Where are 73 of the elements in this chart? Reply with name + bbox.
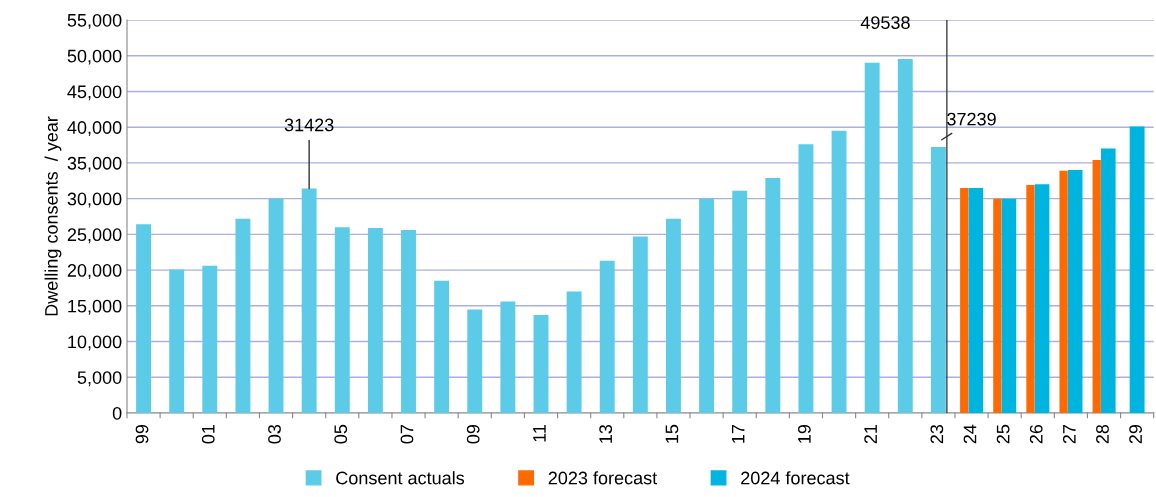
- x-tick-label: 21: [864, 424, 877, 444]
- bar: [367, 227, 383, 413]
- x-tick-label: 25: [996, 424, 1010, 444]
- bar: [301, 188, 317, 413]
- y-tick-label: 10,000: [68, 335, 122, 351]
- bar: [434, 280, 450, 413]
- x-tick-label: 23: [930, 424, 944, 444]
- x-tick-label: 13: [599, 424, 613, 443]
- bar: [1026, 185, 1035, 413]
- y-tick-label: 30,000: [67, 192, 122, 208]
- y-tick-label: 5,000: [77, 371, 122, 387]
- y-tick-label: 55,000: [67, 13, 122, 29]
- x-tick-label: 99: [135, 424, 149, 444]
- y-tick-label: 15,000: [68, 299, 122, 315]
- x-tick-label: 11: [533, 424, 546, 442]
- bar: [1067, 170, 1083, 413]
- bar: [500, 301, 516, 413]
- bar: [960, 187, 969, 413]
- y-tick-label: 25,000: [67, 228, 122, 244]
- x-tick-label: 03: [268, 424, 281, 444]
- bar: [765, 177, 781, 413]
- bar: [566, 291, 582, 413]
- bar: [268, 198, 284, 413]
- bar: [1059, 170, 1068, 413]
- x-tick-label: 29: [1129, 424, 1142, 444]
- bar: [169, 269, 185, 413]
- x-tick-label: 05: [334, 424, 348, 444]
- bar: [831, 130, 847, 413]
- x-tick-label: 24: [963, 424, 977, 444]
- x-tick-label: 15: [665, 424, 679, 443]
- bar: [533, 315, 549, 413]
- y-tick-label: 0: [112, 406, 122, 420]
- bar: [968, 187, 984, 413]
- bar: [202, 265, 218, 413]
- y-tick-label: 45,000: [67, 85, 122, 101]
- bar: [401, 230, 416, 413]
- x-tick-label: 26: [1029, 424, 1043, 444]
- bar: [1034, 184, 1050, 413]
- y-tick-label: 40,000: [67, 121, 122, 137]
- bar: [666, 218, 681, 413]
- bar: [1092, 160, 1101, 413]
- bar: [632, 236, 648, 413]
- x-tick-label: 28: [1096, 424, 1109, 444]
- bar: [1101, 148, 1116, 413]
- bar: [1001, 198, 1017, 413]
- bar: [334, 227, 350, 413]
- bar: [897, 59, 913, 413]
- data-label: 49538: [860, 16, 910, 30]
- x-tick-label: 17: [731, 425, 745, 443]
- x-tick-label: 01: [201, 424, 215, 444]
- x-tick-label: 19: [798, 424, 811, 443]
- y-tick-label: 35,000: [67, 156, 122, 172]
- legend-label: 2023 forecast: [548, 471, 658, 485]
- bar: [136, 224, 152, 413]
- bar: [699, 198, 715, 413]
- data-label: 37239: [947, 112, 996, 126]
- y-tick-label: 50,000: [67, 49, 122, 65]
- bar: [732, 190, 748, 413]
- y-axis-title: Dwelling consents / year: [44, 116, 62, 316]
- x-tick-label: 09: [466, 424, 480, 444]
- bar: [864, 62, 880, 413]
- data-label: 31423: [284, 118, 334, 132]
- bar: [467, 309, 483, 413]
- bar: [599, 260, 615, 413]
- bar: [930, 146, 946, 413]
- bar: [798, 144, 814, 413]
- bar: [993, 198, 1002, 413]
- y-tick-label: 20,000: [67, 264, 122, 279]
- bar: [235, 218, 251, 413]
- legend-label: 2024 forecast: [741, 471, 850, 485]
- x-tick-label: 07: [400, 425, 414, 444]
- legend-label: Consent actuals: [336, 471, 465, 485]
- x-tick-label: 27: [1062, 425, 1076, 444]
